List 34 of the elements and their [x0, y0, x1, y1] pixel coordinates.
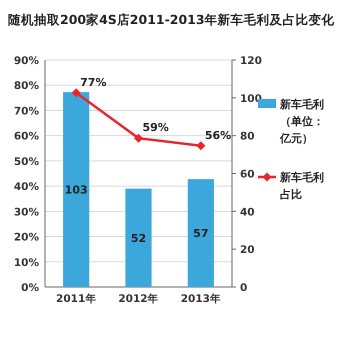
y-tick-label: 90% — [14, 55, 40, 67]
point — [196, 141, 206, 150]
data-label: 56% — [204, 128, 232, 142]
y2-tick-label: 0 — [240, 282, 248, 294]
bar — [188, 179, 214, 287]
point — [134, 134, 143, 143]
y-tick-label: 10% — [14, 256, 40, 269]
y-tick-label: 80% — [14, 80, 40, 92]
x-tick-label: 2011年 — [56, 292, 96, 305]
y2-tick-label: 60 — [240, 168, 255, 180]
y-tick-label: 60% — [14, 130, 40, 143]
y2-tick-label: 20 — [240, 244, 255, 256]
y-tick-label: 40% — [14, 181, 40, 194]
y-tick-label: 70% — [14, 105, 40, 118]
data-label: 103 — [64, 184, 88, 197]
bar — [63, 92, 90, 287]
data-label: 59% — [142, 121, 169, 134]
y2-tick-label: 80 — [240, 130, 255, 143]
y-tick-label: 30% — [14, 206, 40, 218]
data-label: 57 — [193, 227, 208, 240]
y2-tick-label: 40 — [240, 206, 255, 218]
legend-label: 新车毛利占比 — [279, 171, 324, 201]
y-tick-label: 50% — [14, 156, 40, 168]
data-label: 52 — [130, 232, 146, 245]
y-tick-label: 0% — [21, 282, 40, 294]
legend-label: 新车毛利（单位：亿元） — [279, 98, 324, 145]
y2-tick-label: 120 — [240, 55, 262, 67]
point — [72, 88, 81, 98]
y-tick-label: 20% — [14, 232, 40, 244]
x-tick-label: 2012年 — [118, 292, 159, 305]
x-tick-label: 2013年 — [180, 292, 221, 305]
data-label: 77% — [80, 76, 107, 89]
bar — [125, 188, 152, 287]
chart-title: 随机抽取200家4S店2011-2013年新车毛利及占比变化 — [8, 12, 336, 27]
